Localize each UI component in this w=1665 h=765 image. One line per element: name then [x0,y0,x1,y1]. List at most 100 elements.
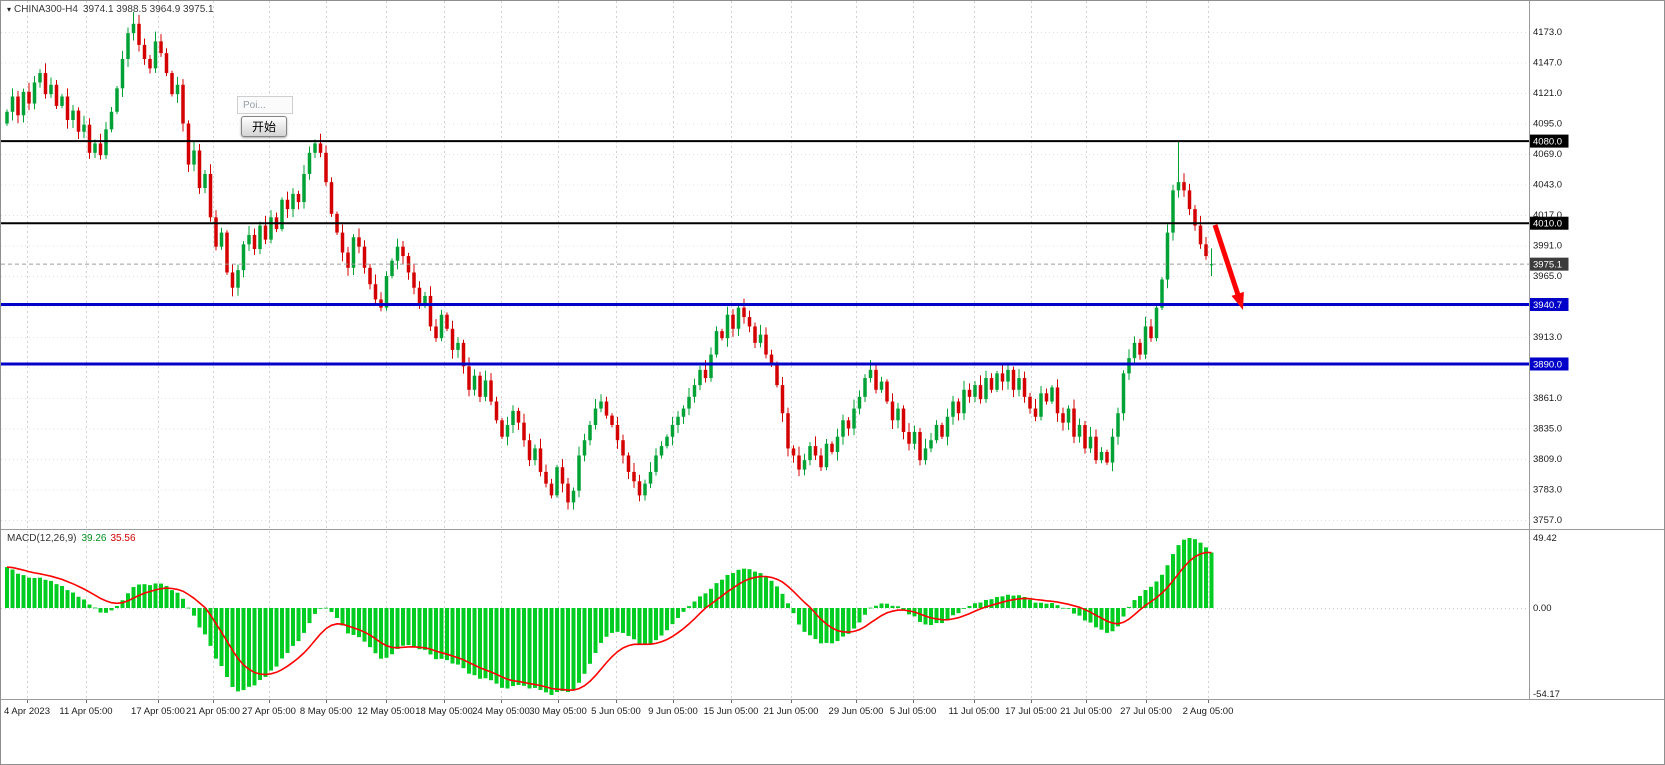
candle-body [93,143,97,153]
candle-body [912,432,917,444]
candle-body [351,237,356,268]
macd-histogram-bar [808,608,812,636]
macd-histogram-bar [681,608,686,612]
candle-body [203,173,207,189]
macd-histogram-bar [1072,608,1076,614]
candle-body [879,381,884,390]
macd-histogram-bar [802,608,807,632]
macd-histogram-bar [1143,590,1148,608]
candle-body [742,307,746,318]
candle-body [890,401,895,421]
candle-body [549,483,554,496]
symbol-title: ▾ CHINA300-H4 3974.1 3988.5 3964.9 3975.1 [7,4,214,15]
macd-histogram-bar [423,608,427,650]
svg-text:3809.0: 3809.0 [1533,454,1562,465]
macd-histogram-bar [450,608,455,664]
macd-histogram-bar [577,608,581,683]
candle-body [945,416,950,437]
macd-histogram-bar [527,608,532,689]
candle-body [736,307,741,329]
candle-body [313,143,317,153]
macd-histogram-bar [1209,552,1214,608]
macd-histogram-bar [841,608,845,637]
macd-histogram-bar [1066,608,1071,609]
candle-body [384,276,389,308]
macd-histogram-bar [472,608,477,676]
candle-body [263,225,268,240]
macd-histogram-bar [203,608,207,635]
candle-body [1110,436,1115,463]
macd-histogram-bar [456,608,460,665]
candle-body [1094,436,1098,461]
macd-histogram-bar [1110,608,1115,632]
candle-body [329,182,334,214]
candle-body [764,334,768,355]
candle-body [340,232,345,253]
macd-histogram-bar [401,608,405,646]
macd-histogram-bar [769,580,774,608]
candle-body [428,295,433,327]
candle-body [159,41,163,54]
candle-body [82,124,86,132]
macd-histogram-bar [901,608,906,610]
candle-body [615,424,620,441]
macd-histogram-bar [940,608,944,624]
candle-body [104,129,108,156]
candle-body [588,424,592,441]
candle-body [1121,373,1126,414]
macd-histogram-bar [934,608,939,624]
macd-histogram-bar [819,608,823,644]
svg-text:27 Jul 05:00: 27 Jul 05:00 [1120,706,1172,717]
candle-body [434,326,438,339]
candle-body [632,471,636,482]
candle-body [758,334,763,343]
macd-histogram-bar [1182,539,1186,608]
svg-text:3783.0: 3783.0 [1533,485,1562,496]
svg-text:4147.0: 4147.0 [1533,58,1562,69]
candle-body [98,143,103,156]
candle-body [291,193,295,210]
macd-histogram-bar [1017,595,1021,608]
candle-body [1033,408,1038,417]
macd-histogram-bar [82,599,86,608]
macd-histogram-bar [599,608,603,643]
candle-body [527,440,532,461]
macd-histogram-bar [791,608,796,614]
macd-histogram-bar [1138,595,1142,608]
macd-histogram-bar [747,569,752,608]
candle-body [626,455,631,472]
macd-histogram-bar [313,608,317,614]
start-button[interactable]: 开始 [241,116,287,137]
svg-text:3991.0: 3991.0 [1533,241,1562,252]
candle-body [1182,182,1186,191]
macd-histogram-bar [890,605,895,608]
macd-histogram-bar [467,608,471,674]
candle-body [10,96,15,112]
macd-histogram-bar [76,596,81,608]
macd-histogram-bar [247,608,251,687]
macd-histogram-bar [43,579,48,608]
macd-histogram-bar [736,569,741,608]
macd-histogram-bar [335,608,339,618]
macd-histogram-bar [522,608,526,686]
candle-body [450,328,455,350]
macd-histogram-bar [703,593,708,608]
macd-histogram-bar [582,608,587,674]
macd-histogram-bar [714,583,719,608]
candle-body [500,420,504,437]
candle-body [1165,232,1170,280]
macd-histogram-bar [1154,581,1159,608]
macd-histogram-bar [1132,600,1137,608]
macd-histogram-bar [824,608,829,643]
candle-body [307,152,312,174]
chart-context-icon: ▾ [7,5,12,14]
svg-text:12 May 05:00: 12 May 05:00 [357,706,415,717]
candle-body [819,455,823,468]
macd-histogram-bar [692,601,697,608]
macd-histogram-bar [797,608,801,625]
candle-body [197,150,202,189]
candle-body [324,152,328,183]
macd-histogram-bar [32,578,37,608]
hlines-layer [1,140,1529,366]
